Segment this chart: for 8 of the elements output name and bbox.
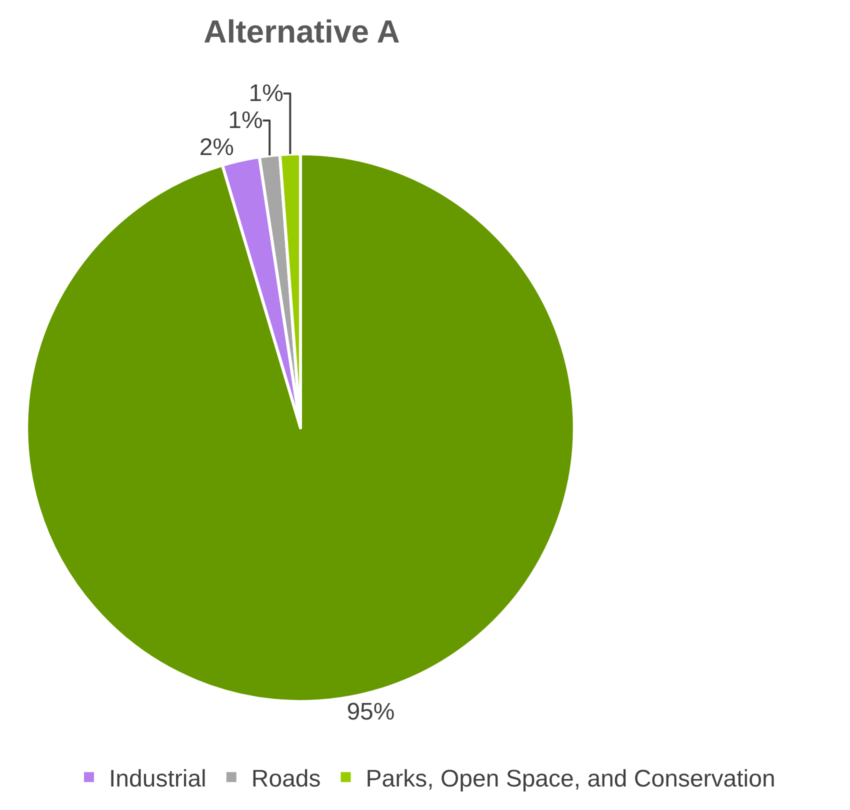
data-label: 1% — [248, 80, 284, 108]
data-label: 1% — [228, 107, 263, 134]
data-label: 95% — [346, 698, 395, 726]
legend-label: Parks, Open Space, and Conservation — [366, 765, 776, 792]
legend-label: Industrial — [109, 765, 206, 792]
legend-label: Roads — [251, 765, 321, 792]
data-label: 2% — [199, 134, 234, 162]
chart-title: Alternative A — [204, 14, 400, 50]
